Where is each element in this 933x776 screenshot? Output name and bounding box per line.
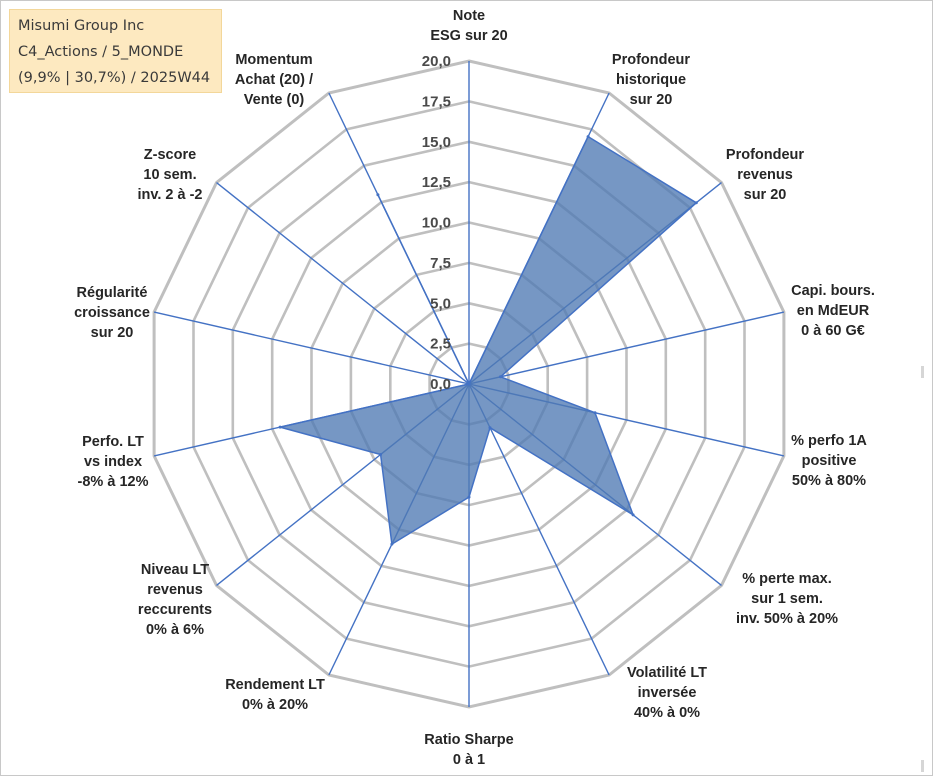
portfolio-category: C4_Actions / 5_MONDE (18, 44, 184, 60)
data-point (390, 542, 394, 546)
data-point (467, 382, 471, 386)
axis-label: Profondeur (612, 52, 690, 68)
data-point (694, 201, 698, 205)
axis-label: Perfo. LT (82, 434, 144, 450)
axis-label: inv. 50% à 20% (736, 611, 838, 627)
axis-label: Note (453, 8, 485, 24)
series-area (279, 135, 698, 545)
axis-label: Capi. bours. (791, 283, 875, 299)
stats-period: (9,9% | 30,7%) / 2025W44 (18, 70, 211, 86)
axis-label: vs index (84, 454, 142, 470)
company-name: Misumi Group Inc (18, 18, 145, 34)
axis-spoke (468, 383, 610, 676)
axis-label: en MdEUR (797, 303, 870, 319)
axis-label: sur 20 (744, 187, 787, 203)
axis-label: Régularité (77, 285, 148, 301)
axis-label: Rendement LT (225, 677, 325, 693)
tick-label: 17,5 (422, 93, 451, 110)
axis-label: positive (802, 453, 857, 469)
data-point (376, 193, 380, 197)
chart-title-box: Misumi Group Inc C4_Actions / 5_MONDE (9… (9, 9, 222, 93)
axis-label: 0 à 60 G€ (801, 323, 865, 339)
axis-spoke (216, 182, 470, 385)
axis-label: 0% à 6% (146, 622, 204, 638)
axis-label: Momentum (235, 52, 312, 68)
tick-label: 7,5 (430, 255, 451, 272)
axis-label: 10 sem. (143, 167, 196, 183)
axis-label: % perte max. (742, 571, 831, 587)
data-point (593, 411, 597, 415)
tick-label: 2,5 (430, 336, 451, 353)
tick-label: 12,5 (422, 174, 451, 191)
axis-label: Z-score (144, 147, 196, 163)
radar-tick-labels: 0,0 2,5 5,0 7,5 10,0 12,5 15,0 17,5 20,0 (422, 53, 451, 393)
axis-label: 0 à 1 (453, 752, 485, 768)
axis-label: reccurents (138, 602, 212, 618)
axis-label: inversée (638, 685, 697, 701)
data-point (631, 513, 635, 517)
axis-label: sur 1 sem. (751, 591, 823, 607)
axis-label: Volatilité LT (627, 665, 707, 681)
data-point (586, 135, 590, 139)
axis-label: revenus (147, 582, 203, 598)
axis-label: % perfo 1A (791, 433, 867, 449)
tick-label: 10,0 (422, 215, 451, 232)
axis-label: Vente (0) (244, 92, 305, 108)
data-point (467, 495, 471, 499)
tick-label: 5,0 (430, 295, 451, 312)
axis-label: sur 20 (630, 92, 673, 108)
tick-label: 20,0 (422, 53, 451, 70)
data-point (499, 375, 502, 379)
data-point (379, 453, 383, 456)
axis-label: 50% à 80% (792, 473, 866, 489)
axis-label: Profondeur (726, 147, 804, 163)
axis-label: historique (616, 72, 686, 88)
axis-label: revenus (737, 167, 793, 183)
tick-label: 0,0 (430, 376, 451, 393)
axis-label: croissance (74, 305, 150, 321)
axis-label: Ratio Sharpe (424, 732, 513, 748)
axis-label: inv. 2 à -2 (137, 187, 202, 203)
radar-series (278, 135, 698, 546)
axis-label: Achat (20) / (235, 72, 313, 88)
axis-spoke (468, 311, 785, 385)
tick-label: 15,0 (422, 134, 451, 151)
data-point (488, 426, 492, 430)
axis-label: sur 20 (91, 325, 134, 341)
axis-label: 0% à 20% (242, 697, 308, 713)
axis-spoke (153, 311, 470, 385)
data-point (278, 425, 282, 429)
radar-axis-labels: Note ESG sur 20 Profondeur historique sur 20… (74, 8, 875, 768)
axis-label: -8% à 12% (78, 474, 149, 490)
edge-tick-mark (921, 366, 924, 378)
axis-label: Niveau LT (141, 562, 209, 578)
axis-label: ESG sur 20 (430, 28, 507, 44)
axis-label: 40% à 0% (634, 705, 700, 721)
edge-tick-mark (921, 760, 924, 772)
